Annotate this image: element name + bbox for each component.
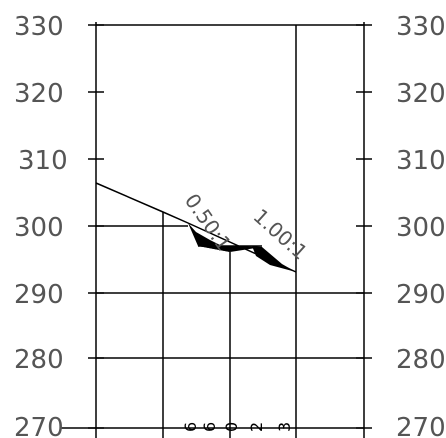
elevation-labels-right: 330 320 310 300 290 280 270 — [396, 12, 446, 438]
cut-fill-bottom — [198, 246, 262, 252]
bottom-label-1: 6 — [181, 422, 200, 432]
elev-right-330: 330 — [396, 12, 446, 42]
elev-left-280: 280 — [14, 345, 64, 375]
bottom-label-2: 6 — [200, 422, 219, 432]
elev-left-290: 290 — [14, 280, 64, 310]
elev-right-290: 290 — [396, 280, 446, 310]
elev-right-270: 270 — [396, 413, 446, 438]
bottom-label-4: 2 — [247, 422, 266, 432]
elev-right-280: 280 — [396, 345, 446, 375]
elev-left-300: 300 — [14, 213, 64, 243]
elev-left-310: 310 — [18, 146, 68, 176]
elevation-labels-left: 330 320 310 300 290 280 270 — [14, 12, 68, 438]
bottom-label-5: 3 — [275, 422, 294, 432]
elev-left-330: 330 — [14, 12, 64, 42]
elev-left-320: 320 — [14, 79, 64, 109]
elev-right-300: 300 — [396, 213, 446, 243]
elev-right-310: 310 — [396, 146, 446, 176]
elev-right-320: 320 — [396, 79, 446, 109]
cut-fill-left — [188, 223, 230, 252]
elev-left-270: 270 — [14, 413, 64, 438]
cut-fill-right — [252, 246, 296, 272]
bottom-label-3: 0 — [222, 422, 241, 432]
bottom-labels: 6 6 0 2 3 — [181, 422, 294, 432]
